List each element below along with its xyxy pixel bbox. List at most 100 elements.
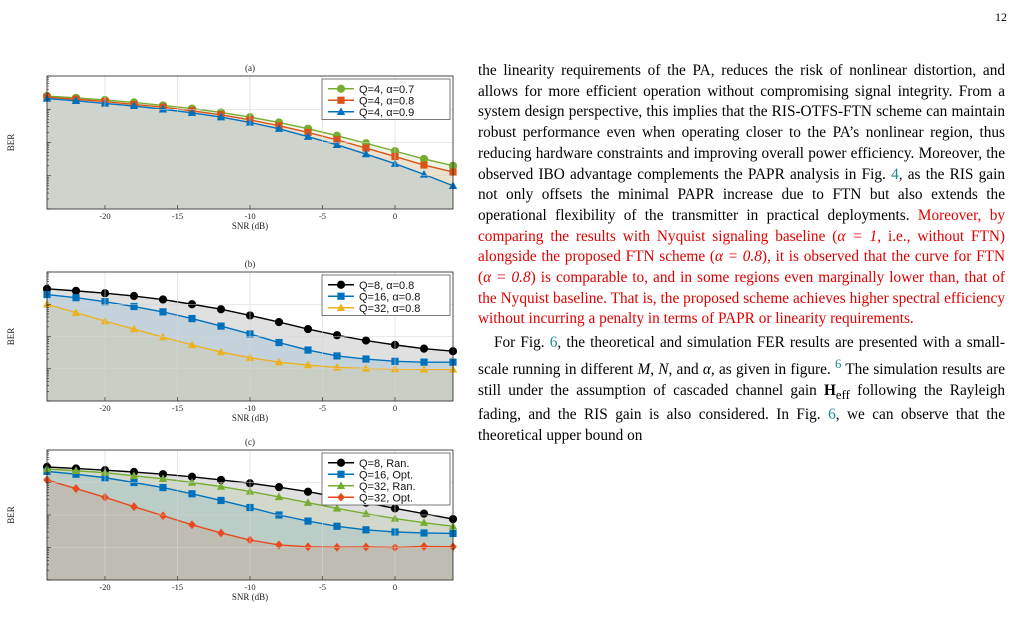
legend-marker-1 xyxy=(337,292,345,300)
data-point-s1-13 xyxy=(420,529,428,537)
math-inline: α xyxy=(702,360,711,378)
text-span: , and xyxy=(668,360,703,378)
x-tick-label-2: -10 xyxy=(244,211,255,221)
data-point-s0-3 xyxy=(129,291,139,301)
text-span: , i.e., without FTN) alongside the propo… xyxy=(478,227,1006,266)
data-point-s1-1 xyxy=(72,294,80,302)
math-inline: N xyxy=(658,360,669,378)
legend: Q=8, Ran.Q=16, Opt.Q=32, Ran.Q=32, Opt. xyxy=(321,452,451,506)
text-span: Moreover, by comparing the results with … xyxy=(478,206,1005,245)
legend-entry-1: Q=4, α=0.8 xyxy=(359,95,414,107)
chart-title: (a) xyxy=(245,63,255,73)
data-point-s0-4 xyxy=(158,295,168,304)
x-tick-label-3: -5 xyxy=(319,211,326,221)
data-point-s3-13 xyxy=(420,542,428,551)
legend-marker-2 xyxy=(336,481,346,489)
x-tick-label-1: -15 xyxy=(172,211,183,221)
data-point-s0-8 xyxy=(274,483,284,492)
legend-marker-0 xyxy=(336,458,346,467)
data-point-s2-6 xyxy=(216,112,226,121)
data-point-s1-13 xyxy=(420,161,428,169)
figure-reference[interactable]: 4 xyxy=(891,165,899,183)
data-point-s1-4 xyxy=(159,483,167,492)
y-ticks xyxy=(47,449,51,581)
data-point-s1-11 xyxy=(362,144,370,152)
data-point-s3-8 xyxy=(275,540,283,550)
footnote-marker[interactable]: 6 xyxy=(834,356,842,371)
data-point-s1-13 xyxy=(420,358,428,366)
chart-title: (c) xyxy=(245,437,255,447)
ber-chart-b: (b) -20 -15 -10 -5 0 SNR (dB) BER Q=8, α=0.8Q=16… xyxy=(6,259,458,423)
data-point-s1-6 xyxy=(217,496,225,505)
data-point-s2-3 xyxy=(129,101,139,110)
text-span: ) is comparable to, and in some regions … xyxy=(478,269,1006,328)
figure-reference[interactable]: 6 xyxy=(828,406,836,424)
legend-entry-1: Q=16, α=0.8 xyxy=(359,291,420,303)
data-point-s1-10 xyxy=(333,136,341,144)
x-tick-label-0: -20 xyxy=(99,582,110,592)
legend-entry-2: Q=32, α=0.8 xyxy=(359,303,420,315)
x-tick-label-1: -15 xyxy=(172,582,183,592)
x-tick-label-0: -20 xyxy=(99,403,110,413)
data-point-s1-10 xyxy=(333,352,341,360)
text-span: For Fig. xyxy=(494,334,550,352)
data-point-s3-3 xyxy=(130,502,138,512)
data-point-s0-8 xyxy=(274,317,284,327)
data-point-s0-6 xyxy=(216,305,226,314)
data-point-s1-4 xyxy=(159,308,167,316)
data-point-s1-10 xyxy=(333,522,341,530)
x-tick-label-4: 0 xyxy=(393,211,397,221)
data-point-s1-6 xyxy=(217,322,225,330)
data-point-s1-9 xyxy=(304,346,312,354)
figure-reference[interactable]: 6 xyxy=(549,334,558,352)
legend-marker-0 xyxy=(336,84,346,93)
text-span: , as given in figure. xyxy=(710,360,835,378)
data-point-s1-1 xyxy=(72,470,80,478)
legend-marker-2 xyxy=(336,303,346,311)
legend-entry-2: Q=4, α=0.9 xyxy=(359,107,414,119)
data-point-s3-4 xyxy=(159,511,167,521)
text-span: ), it is observed that the curve for FTN… xyxy=(478,248,1005,287)
legend: Q=8, α=0.8Q=16, α=0.8Q=32, α=0.8 xyxy=(321,274,451,316)
data-point-s1-3 xyxy=(130,302,138,311)
legend-entry-0: Q=8, α=0.8 xyxy=(359,280,414,292)
data-point-s2-9 xyxy=(303,498,313,506)
text-span: following the Rayleigh fading, and the R… xyxy=(478,381,1005,424)
legend-entry-0: Q=8, Ran. xyxy=(359,458,409,470)
ber-chart-c: (c) -20 -15 -10 -5 0 SNR (dB) BER Q=8, Ran.Q=16,… xyxy=(6,437,458,602)
text-span: the linearity requirements of the PA, re… xyxy=(478,62,1005,183)
chart-title: (b) xyxy=(245,259,256,269)
text-span: , as the RIS gain not only offsets the m… xyxy=(478,165,1005,224)
x-tick-label-3: -5 xyxy=(319,403,326,413)
data-point-s1-5 xyxy=(188,314,196,323)
data-point-s0-13 xyxy=(419,509,429,518)
data-point-s2-11 xyxy=(361,364,371,372)
data-point-s1-11 xyxy=(362,526,370,534)
data-point-s2-3 xyxy=(129,324,139,333)
legend-entry-3: Q=32, Opt. xyxy=(359,492,413,504)
data-point-s3-6 xyxy=(217,528,225,538)
legend-marker-0 xyxy=(336,280,346,289)
data-point-s1-5 xyxy=(188,490,196,498)
data-point-s2-9 xyxy=(303,132,313,140)
y-axis-label: BER xyxy=(6,134,16,152)
legend-marker-1 xyxy=(337,470,345,478)
data-point-s2-3 xyxy=(129,471,139,480)
math-inline: α = 1 xyxy=(837,227,878,245)
math-inline: M xyxy=(637,360,651,378)
data-point-s3-9 xyxy=(304,542,312,552)
legend-entry-2: Q=32, Ran. xyxy=(359,481,416,493)
data-point-s2-8 xyxy=(274,492,284,501)
data-point-s2-5 xyxy=(187,340,197,349)
y-ticks xyxy=(47,271,51,402)
math-subscript: eff xyxy=(835,387,850,402)
data-point-s2-6 xyxy=(216,482,226,490)
legend-marker-2 xyxy=(336,107,346,115)
data-point-s0-9 xyxy=(303,487,313,496)
x-tick-label-4: 0 xyxy=(393,582,397,592)
y-axis-label: BER xyxy=(6,506,16,524)
data-point-s1-9 xyxy=(304,517,312,525)
data-point-s2-6 xyxy=(216,347,226,356)
data-point-s0-13 xyxy=(419,344,429,353)
